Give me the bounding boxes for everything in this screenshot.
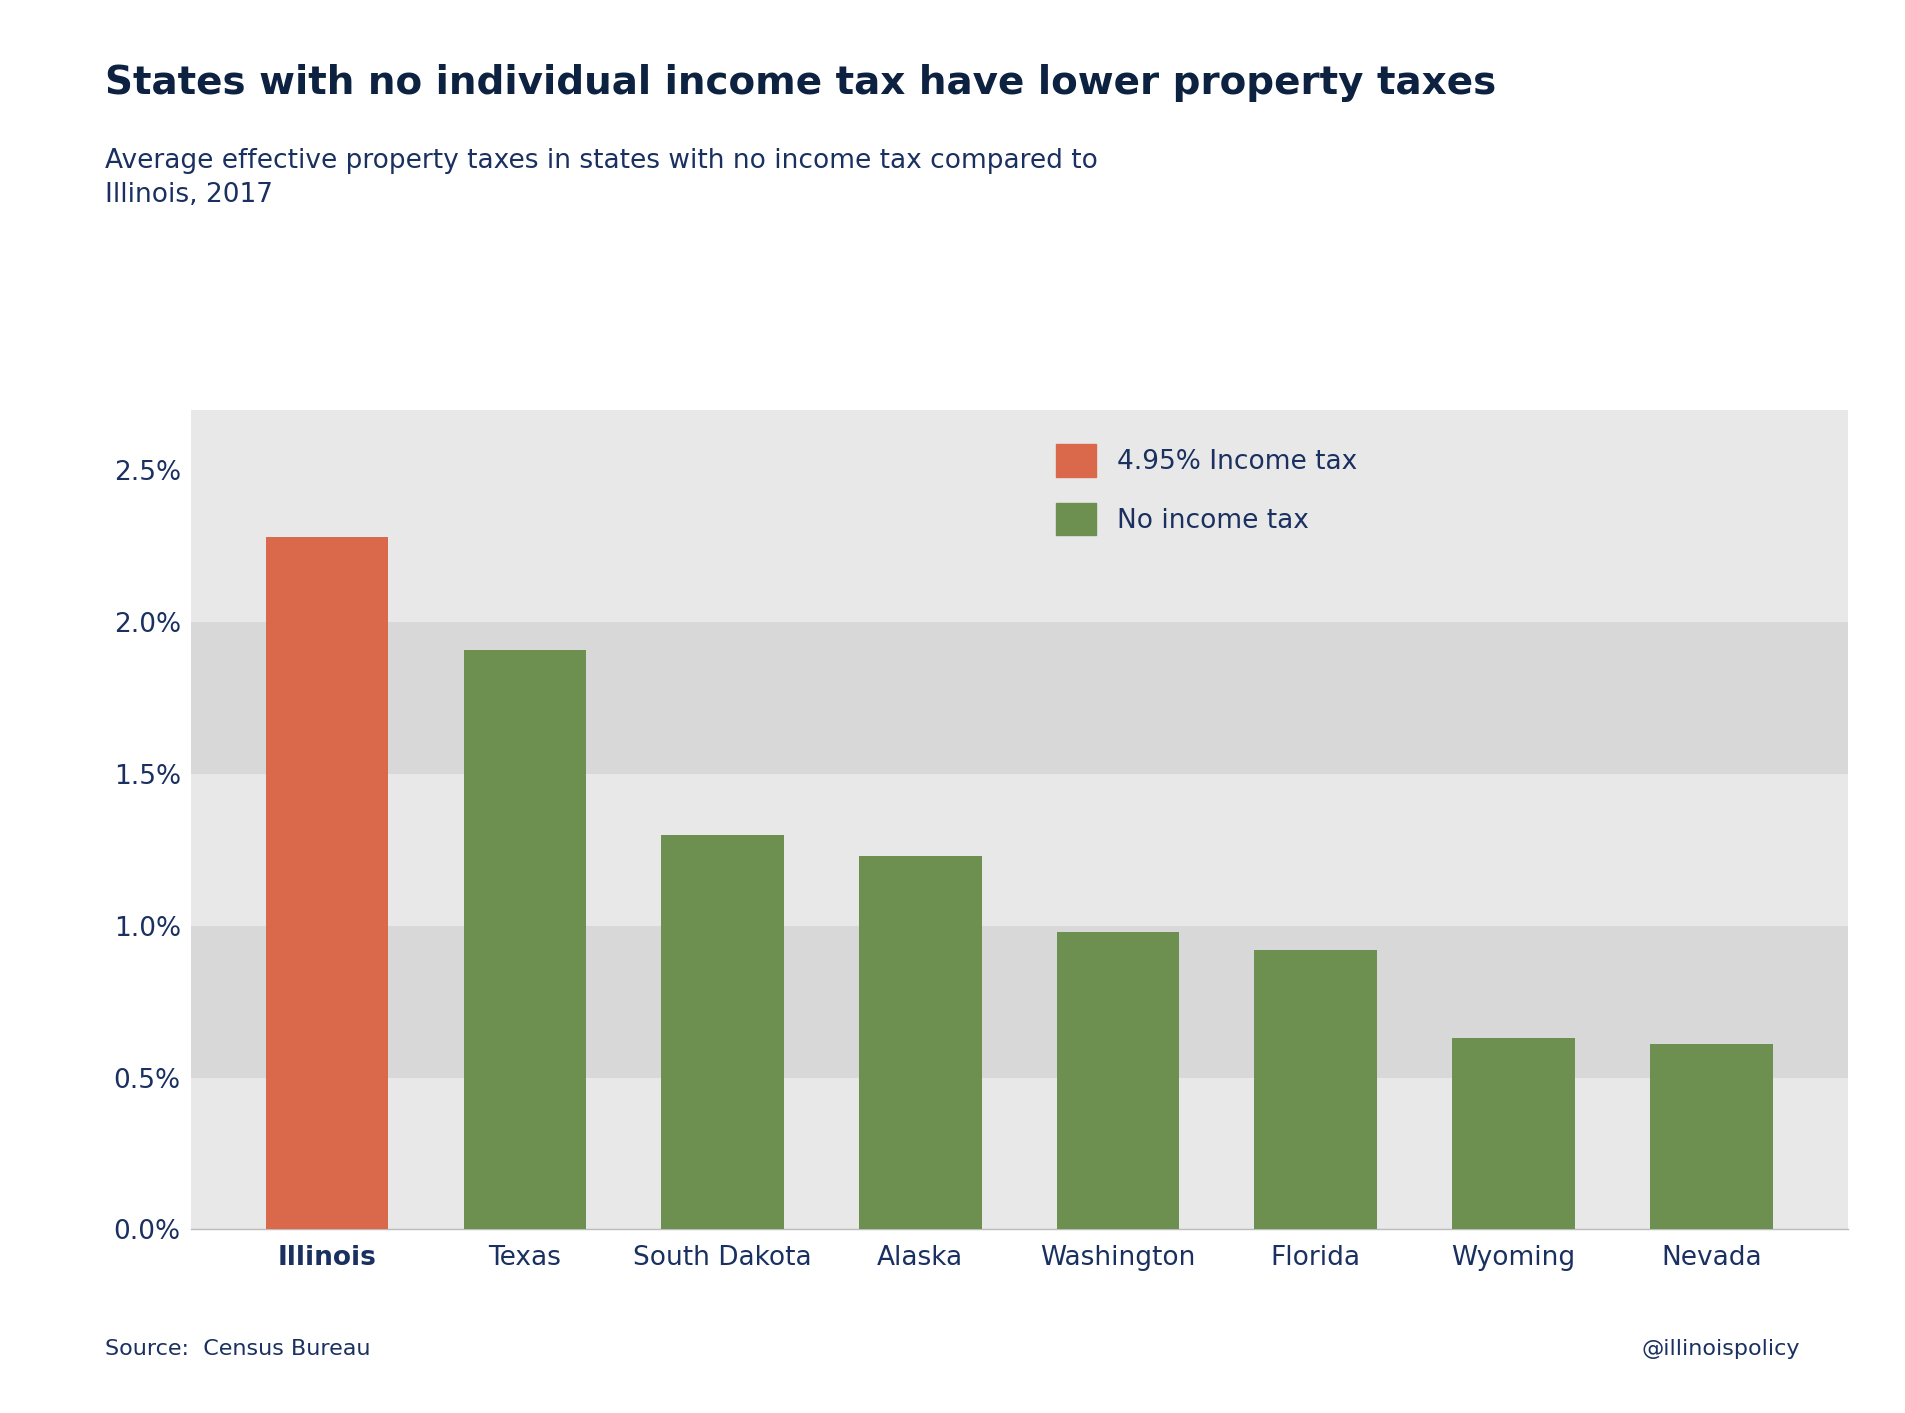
Text: States with no individual income tax have lower property taxes: States with no individual income tax hav… (105, 64, 1495, 102)
Legend: 4.95% Income tax, No income tax: 4.95% Income tax, No income tax (1044, 431, 1370, 548)
Text: Average effective property taxes in states with no income tax compared to
Illino: Average effective property taxes in stat… (105, 148, 1097, 208)
Text: Source:  Census Bureau: Source: Census Bureau (105, 1340, 370, 1359)
Bar (190, 774, 1848, 926)
Bar (1650, 1044, 1772, 1229)
Bar (1057, 931, 1179, 1229)
Bar (1452, 1039, 1575, 1229)
Bar (190, 1078, 1848, 1229)
Bar (1255, 950, 1377, 1229)
Text: @illinoispolicy: @illinoispolicy (1642, 1340, 1800, 1359)
Bar (463, 650, 587, 1229)
Bar (661, 835, 783, 1229)
Bar (190, 926, 1848, 1078)
Bar (267, 537, 389, 1229)
Bar (190, 471, 1848, 622)
Bar (859, 856, 981, 1229)
Bar (190, 622, 1848, 774)
Bar (190, 410, 1848, 471)
